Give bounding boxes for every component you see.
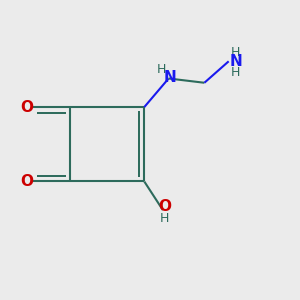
Text: H: H [231,46,241,59]
Text: O: O [20,174,33,189]
Text: N: N [230,54,242,69]
Text: O: O [158,199,171,214]
Text: H: H [157,63,166,76]
Text: H: H [231,66,241,79]
Text: N: N [164,70,176,86]
Text: H: H [160,212,169,225]
Text: O: O [20,100,33,115]
